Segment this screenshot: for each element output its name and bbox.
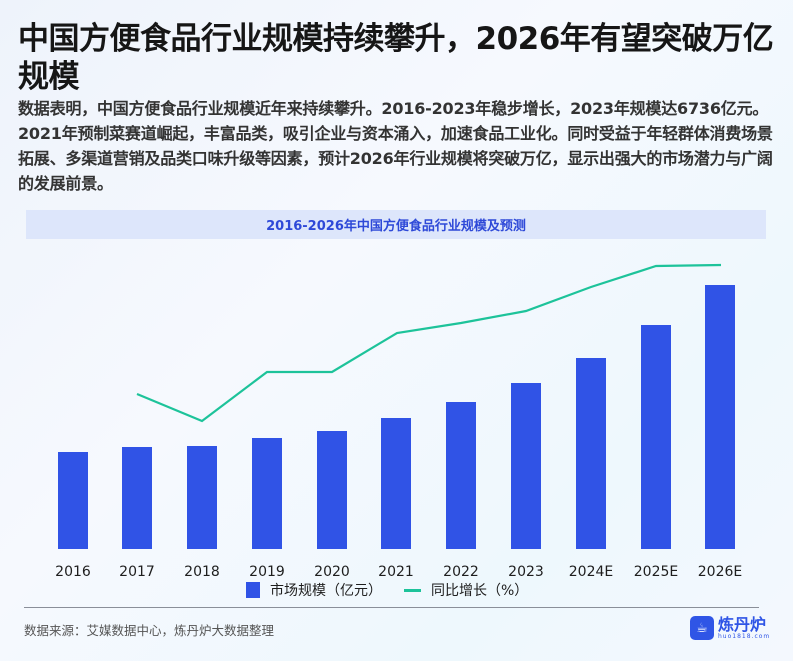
x-label: 2018 bbox=[184, 564, 220, 580]
brand-logo: ☕ 炼丹炉 huo1818.com bbox=[690, 616, 770, 640]
line-legend-label: 同比增长（%） bbox=[431, 583, 529, 599]
page-title: 中国方便食品行业规模持续攀升，2026年有望突破万亿规模 bbox=[18, 21, 774, 95]
bar-2019 bbox=[252, 438, 282, 549]
bar-2021 bbox=[381, 418, 411, 549]
x-label: 2024E bbox=[568, 564, 614, 580]
x-label: 2026E bbox=[697, 564, 743, 580]
bar-2018 bbox=[187, 446, 217, 549]
x-label: 2021 bbox=[378, 564, 414, 580]
bar-2016 bbox=[58, 452, 88, 549]
cauldron-icon: ☕ bbox=[690, 616, 714, 640]
bar-2022 bbox=[446, 402, 476, 549]
bar-legend-swatch bbox=[246, 582, 260, 598]
source-note: 数据来源：艾媒数据中心，炼丹炉大数据整理 bbox=[24, 623, 275, 638]
line-legend-swatch bbox=[404, 588, 421, 592]
description: 数据表明，中国方便食品行业规模近年来持续攀升。2016-2023年稳步增长，20… bbox=[18, 99, 773, 193]
x-label: 2019 bbox=[249, 564, 285, 580]
chart-title: 2016-2026年中国方便食品行业规模及预测 bbox=[26, 210, 766, 239]
x-label: 2023 bbox=[508, 564, 544, 580]
legend: 市场规模（亿元） 同比增长（%） bbox=[246, 580, 528, 600]
bar-2023 bbox=[511, 383, 541, 549]
bar-2020 bbox=[317, 431, 347, 549]
bar-legend-label: 市场规模（亿元） bbox=[270, 583, 382, 599]
bar-2025E bbox=[641, 325, 671, 549]
x-label: 2020 bbox=[314, 564, 350, 580]
x-label: 2016 bbox=[55, 564, 91, 580]
bar-2017 bbox=[122, 447, 152, 549]
x-label: 2017 bbox=[119, 564, 155, 580]
bar-2024E bbox=[576, 358, 606, 549]
x-label: 2022 bbox=[443, 564, 479, 580]
logo-name: 炼丹炉 bbox=[718, 615, 767, 634]
logo-url: huo1818.com bbox=[718, 633, 771, 640]
footer-divider bbox=[24, 607, 759, 608]
growth-line bbox=[136, 263, 722, 423]
x-label: 2025E bbox=[633, 564, 679, 580]
bar-2026E bbox=[705, 285, 735, 549]
